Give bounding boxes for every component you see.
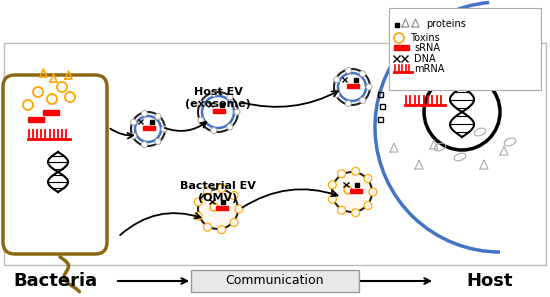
Text: Bacterial EV
(OMV): Bacterial EV (OMV) bbox=[180, 181, 256, 203]
Circle shape bbox=[364, 175, 372, 182]
Circle shape bbox=[369, 188, 377, 196]
Circle shape bbox=[230, 219, 238, 227]
Circle shape bbox=[334, 77, 340, 83]
Circle shape bbox=[234, 109, 240, 115]
Bar bbox=[395, 23, 399, 27]
Text: Bacteria: Bacteria bbox=[13, 272, 97, 290]
Circle shape bbox=[194, 212, 202, 220]
Circle shape bbox=[338, 206, 345, 214]
Bar bbox=[378, 92, 383, 97]
Circle shape bbox=[227, 124, 233, 130]
Bar bbox=[394, 45, 409, 50]
Bar bbox=[380, 104, 385, 109]
Circle shape bbox=[194, 198, 202, 206]
FancyBboxPatch shape bbox=[3, 75, 107, 254]
Circle shape bbox=[202, 96, 234, 128]
Circle shape bbox=[334, 91, 340, 97]
Circle shape bbox=[198, 189, 238, 229]
Bar bbox=[354, 78, 358, 82]
FancyBboxPatch shape bbox=[191, 270, 359, 292]
Bar bbox=[43, 110, 59, 115]
Circle shape bbox=[230, 192, 238, 200]
Circle shape bbox=[130, 133, 136, 139]
Bar bbox=[28, 117, 44, 122]
Circle shape bbox=[198, 117, 204, 123]
Circle shape bbox=[328, 195, 336, 203]
Bar bbox=[216, 206, 228, 210]
Bar bbox=[378, 117, 383, 122]
Bar bbox=[213, 109, 225, 113]
Circle shape bbox=[141, 142, 147, 148]
Bar bbox=[220, 103, 224, 107]
Circle shape bbox=[204, 223, 212, 231]
Bar bbox=[350, 189, 362, 193]
Circle shape bbox=[204, 187, 212, 195]
Text: Host EV
(exosome): Host EV (exosome) bbox=[185, 87, 251, 109]
Bar bbox=[221, 200, 225, 204]
Text: Communication: Communication bbox=[226, 274, 324, 287]
Circle shape bbox=[218, 226, 226, 234]
Circle shape bbox=[141, 110, 147, 116]
Circle shape bbox=[332, 172, 372, 212]
Circle shape bbox=[345, 101, 351, 107]
Bar bbox=[150, 120, 154, 124]
FancyBboxPatch shape bbox=[389, 8, 541, 90]
Circle shape bbox=[155, 113, 161, 119]
Circle shape bbox=[198, 92, 238, 132]
Circle shape bbox=[351, 209, 360, 217]
Circle shape bbox=[366, 84, 372, 90]
Circle shape bbox=[131, 112, 165, 146]
Circle shape bbox=[218, 184, 226, 192]
Circle shape bbox=[360, 97, 366, 103]
Bar bbox=[347, 84, 359, 88]
Bar bbox=[420, 70, 437, 75]
Circle shape bbox=[161, 126, 167, 132]
Circle shape bbox=[135, 116, 161, 142]
Text: sRNA: sRNA bbox=[414, 43, 440, 53]
Circle shape bbox=[211, 91, 217, 97]
FancyBboxPatch shape bbox=[4, 43, 546, 265]
Bar bbox=[143, 126, 155, 130]
Circle shape bbox=[334, 69, 370, 105]
Text: Toxins: Toxins bbox=[410, 33, 440, 43]
Circle shape bbox=[360, 71, 366, 77]
Circle shape bbox=[345, 67, 351, 73]
Text: DNA: DNA bbox=[414, 54, 436, 64]
Circle shape bbox=[338, 170, 345, 178]
Circle shape bbox=[227, 94, 233, 100]
Text: mRNA: mRNA bbox=[414, 64, 444, 74]
Circle shape bbox=[351, 167, 360, 175]
Text: proteins: proteins bbox=[426, 19, 466, 29]
Circle shape bbox=[424, 74, 500, 150]
Circle shape bbox=[155, 138, 161, 145]
Circle shape bbox=[211, 127, 217, 134]
Circle shape bbox=[130, 119, 136, 125]
Circle shape bbox=[338, 73, 366, 101]
Circle shape bbox=[364, 201, 372, 209]
Circle shape bbox=[328, 181, 336, 189]
Text: Host: Host bbox=[467, 272, 513, 290]
Circle shape bbox=[235, 205, 243, 213]
Bar bbox=[355, 183, 359, 187]
Bar bbox=[400, 77, 417, 82]
Circle shape bbox=[198, 101, 204, 107]
